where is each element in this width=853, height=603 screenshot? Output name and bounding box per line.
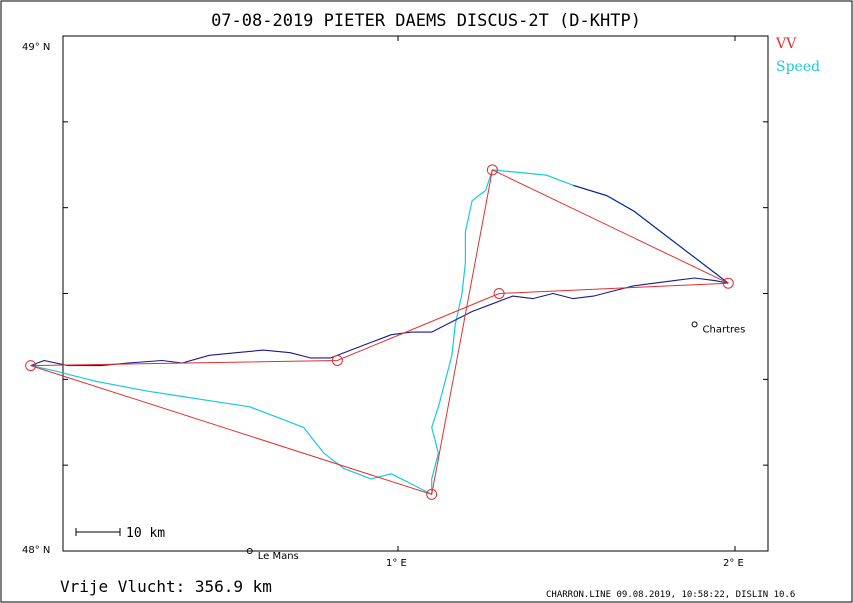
turnpoint-marker: [25, 360, 37, 372]
place-marker: [246, 548, 253, 554]
task-line: [30, 169, 729, 496]
turnpoint-marker: [331, 354, 343, 366]
distance-text: Vrije Vlucht: 356.9 km: [60, 577, 272, 596]
x-label-1e: 1° E: [386, 558, 407, 569]
track-north-dark: [573, 184, 729, 284]
place-label: Le Mans: [258, 551, 299, 562]
map-title: 07-08-2019 PIETER DAEMS DISCUS-2T (D-KHT…: [211, 11, 641, 31]
legend-speed: Speed: [776, 59, 820, 75]
legend-vv: VV: [775, 36, 797, 52]
place-label: Chartres: [703, 324, 746, 335]
x-label-2e: 2° E: [723, 558, 744, 569]
place-marker: [691, 321, 698, 328]
y-top-label: 49° N: [22, 42, 50, 53]
plot-frame: [62, 35, 769, 552]
flight-tracks: [25, 164, 734, 500]
turnpoint-marker: [493, 288, 505, 299]
place-markers: Chartres Le Mans: [246, 321, 746, 562]
turnpoint-marker: [486, 164, 498, 176]
axis-ticks: [63, 36, 768, 551]
scale-bar-label: 10 km: [126, 526, 165, 541]
track-east: [30, 277, 729, 367]
y-bottom-label: 48° N: [22, 545, 50, 556]
scale-bar: 10 km: [75, 526, 165, 541]
turnpoint-marker: [426, 488, 438, 500]
track-south: [431, 169, 493, 495]
turnpoint-marker: [722, 277, 734, 289]
credits-text: CHARRON.LINE 09.08.2019, 10:58:22, DISLI…: [546, 590, 795, 600]
